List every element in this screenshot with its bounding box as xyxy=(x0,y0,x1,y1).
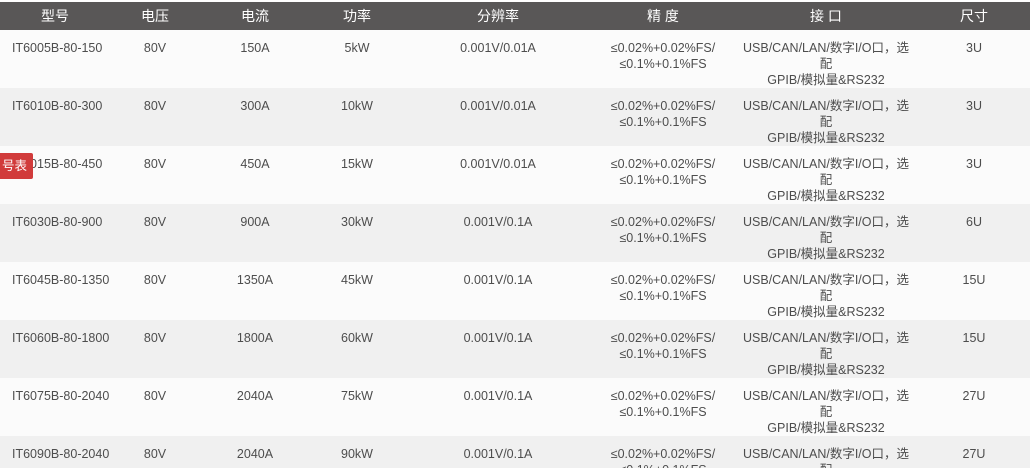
cell-resolution: 0.001V/0.01A xyxy=(460,99,536,113)
cell-size: 3U xyxy=(966,157,982,171)
cell-current: 1350A xyxy=(236,273,274,287)
cell-size: 3U xyxy=(966,41,982,55)
cell-voltage: 80V xyxy=(143,331,167,345)
column-header-model: 型号 xyxy=(0,2,110,30)
cell-model: IT6090B-80-2040 xyxy=(12,447,110,461)
cell-power: 60kW xyxy=(341,331,373,345)
cell-accuracy: ≤0.02%+0.02%FS/ ≤0.1%+0.1%FS xyxy=(610,389,716,419)
cell-power: 30kW xyxy=(341,215,373,229)
column-header-resolution: 分辨率 xyxy=(404,2,592,30)
table-row: IT6010B-80-300 80V 300A 10kW 0.001V/0.01… xyxy=(0,88,1030,146)
cell-size: 3U xyxy=(966,99,982,113)
table-row: IT6075B-80-2040 80V 2040A 75kW 0.001V/0.… xyxy=(0,378,1030,436)
cell-model: IT6075B-80-2040 xyxy=(12,389,110,403)
table-header-row: 型号 电压 电流 功率 分辨率 精 度 接 口 尺寸 xyxy=(0,2,1030,30)
cell-power: 15kW xyxy=(341,157,373,171)
cell-accuracy: ≤0.02%+0.02%FS/ ≤0.1%+0.1%FS xyxy=(610,157,716,187)
cell-interface: USB/CAN/LAN/数字I/O口，选配 GPIB/模拟量&RS232 xyxy=(743,157,909,203)
cell-current: 450A xyxy=(240,157,270,171)
cell-voltage: 80V xyxy=(143,157,167,171)
cell-size: 15U xyxy=(962,273,986,287)
cell-resolution: 0.001V/0.1A xyxy=(463,331,533,345)
model-table-badge[interactable]: 号表 xyxy=(0,153,34,179)
cell-resolution: 0.001V/0.1A xyxy=(463,215,533,229)
cell-current: 900A xyxy=(240,215,270,229)
cell-model: IT6005B-80-150 xyxy=(12,41,103,55)
cell-accuracy: ≤0.02%+0.02%FS/ ≤0.1%+0.1%FS xyxy=(610,41,716,71)
cell-voltage: 80V xyxy=(143,41,167,55)
table-row: IT6005B-80-150 80V 150A 5kW 0.001V/0.01A… xyxy=(0,30,1030,88)
cell-current: 2040A xyxy=(236,389,274,403)
cell-model: IT6030B-80-900 xyxy=(12,215,103,229)
cell-power: 90kW xyxy=(341,447,373,461)
cell-accuracy: ≤0.02%+0.02%FS/ ≤0.1%+0.1%FS xyxy=(610,447,716,468)
column-header-voltage: 电压 xyxy=(110,2,200,30)
cell-size: 27U xyxy=(962,447,986,461)
cell-resolution: 0.001V/0.01A xyxy=(460,41,536,55)
cell-current: 1800A xyxy=(236,331,274,345)
cell-accuracy: ≤0.02%+0.02%FS/ ≤0.1%+0.1%FS xyxy=(610,331,716,361)
cell-voltage: 80V xyxy=(143,215,167,229)
cell-voltage: 80V xyxy=(143,447,167,461)
cell-model: IT6045B-80-1350 xyxy=(12,273,110,287)
cell-model: IT6015B-80-450 xyxy=(12,157,103,171)
cell-model: IT6060B-80-1800 xyxy=(12,331,110,345)
table-row: IT6030B-80-900 80V 900A 30kW 0.001V/0.1A… xyxy=(0,204,1030,262)
cell-power: 10kW xyxy=(341,99,373,113)
cell-interface: USB/CAN/LAN/数字I/O口，选配 GPIB/模拟量&RS232 xyxy=(743,447,909,468)
cell-current: 2040A xyxy=(236,447,274,461)
cell-interface: USB/CAN/LAN/数字I/O口，选配 GPIB/模拟量&RS232 xyxy=(743,41,909,87)
cell-resolution: 0.001V/0.1A xyxy=(463,273,533,287)
cell-current: 300A xyxy=(240,99,270,113)
cell-size: 15U xyxy=(962,331,986,345)
cell-interface: USB/CAN/LAN/数字I/O口，选配 GPIB/模拟量&RS232 xyxy=(743,273,909,319)
table-row: IT6015B-80-450 80V 450A 15kW 0.001V/0.01… xyxy=(0,146,1030,204)
table-row: IT6060B-80-1800 80V 1800A 60kW 0.001V/0.… xyxy=(0,320,1030,378)
table-row: IT6090B-80-2040 80V 2040A 90kW 0.001V/0.… xyxy=(0,436,1030,468)
cell-accuracy: ≤0.02%+0.02%FS/ ≤0.1%+0.1%FS xyxy=(610,273,716,303)
cell-resolution: 0.001V/0.01A xyxy=(460,157,536,171)
cell-power: 75kW xyxy=(341,389,373,403)
cell-resolution: 0.001V/0.1A xyxy=(463,389,533,403)
cell-interface: USB/CAN/LAN/数字I/O口，选配 GPIB/模拟量&RS232 xyxy=(743,389,909,435)
column-header-interface: 接 口 xyxy=(734,2,918,30)
cell-interface: USB/CAN/LAN/数字I/O口，选配 GPIB/模拟量&RS232 xyxy=(743,215,909,261)
cell-model: IT6010B-80-300 xyxy=(12,99,103,113)
table-row: IT6045B-80-1350 80V 1350A 45kW 0.001V/0.… xyxy=(0,262,1030,320)
cell-interface: USB/CAN/LAN/数字I/O口，选配 GPIB/模拟量&RS232 xyxy=(743,331,909,377)
column-header-accuracy: 精 度 xyxy=(592,2,734,30)
cell-voltage: 80V xyxy=(143,99,167,113)
cell-size: 6U xyxy=(966,215,982,229)
column-header-power: 功率 xyxy=(310,2,404,30)
cell-accuracy: ≤0.02%+0.02%FS/ ≤0.1%+0.1%FS xyxy=(610,99,716,129)
table-body: IT6005B-80-150 80V 150A 5kW 0.001V/0.01A… xyxy=(0,30,1030,468)
cell-power: 5kW xyxy=(344,41,370,55)
cell-interface: USB/CAN/LAN/数字I/O口，选配 GPIB/模拟量&RS232 xyxy=(743,99,909,145)
cell-power: 45kW xyxy=(341,273,373,287)
column-header-current: 电流 xyxy=(200,2,310,30)
cell-voltage: 80V xyxy=(143,389,167,403)
cell-current: 150A xyxy=(240,41,270,55)
cell-accuracy: ≤0.02%+0.02%FS/ ≤0.1%+0.1%FS xyxy=(610,215,716,245)
cell-size: 27U xyxy=(962,389,986,403)
cell-resolution: 0.001V/0.1A xyxy=(463,447,533,461)
cell-voltage: 80V xyxy=(143,273,167,287)
column-header-size: 尺寸 xyxy=(918,2,1030,30)
